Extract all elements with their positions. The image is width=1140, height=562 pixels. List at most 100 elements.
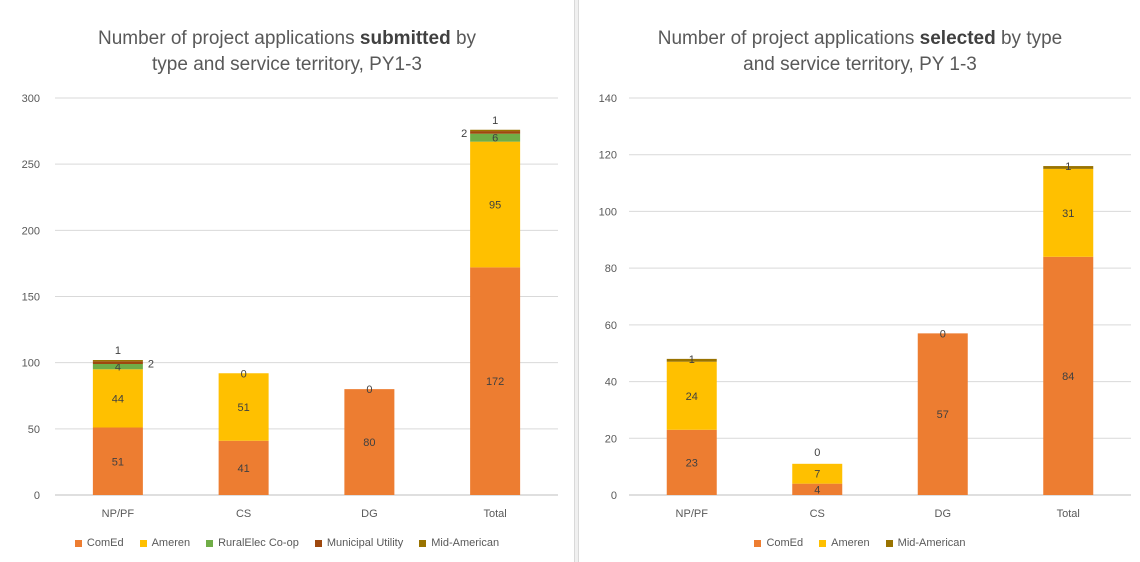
- data-label-mid-american: 0: [814, 447, 820, 459]
- data-label-mid-american: 0: [366, 384, 372, 396]
- bar-segment-ameren: [1043, 168, 1094, 257]
- y-tick-label: 120: [599, 150, 617, 162]
- legend-label: ComEd: [86, 537, 124, 549]
- data-label-mid-american: 0: [241, 368, 247, 380]
- y-tick-label: 150: [22, 292, 40, 304]
- bar-segment-mid-american: [470, 129, 521, 132]
- bar-segment-ruralelec-co-op: [470, 133, 521, 142]
- y-tick-label: 0: [611, 490, 617, 502]
- data-label-ameren: 44: [112, 393, 124, 405]
- legend-swatch: [206, 539, 214, 547]
- x-tick-label: NP/PF: [676, 508, 709, 520]
- legend-item-mid-american: Mid-American: [885, 537, 966, 549]
- legend-label: RuralElec Co-op: [218, 537, 299, 549]
- data-label-ameren: 95: [489, 200, 501, 212]
- y-tick-label: 200: [22, 225, 40, 237]
- y-tick-label: 0: [34, 490, 40, 502]
- chart-title: Number of project applications selected …: [579, 26, 1140, 78]
- data-label-mid-american: 1: [689, 354, 695, 366]
- x-tick-label: DG: [361, 508, 378, 520]
- data-label-comed: 23: [686, 457, 698, 469]
- legend-item-mid-american: Mid-American: [419, 537, 499, 549]
- bar-segment-comed: [1043, 256, 1094, 495]
- data-label-ameren: 31: [1062, 208, 1074, 220]
- bar-segment-ameren: [792, 463, 843, 484]
- chart-legend: ComEd Ameren Mid-American: [579, 537, 1140, 549]
- legend-label: Ameren: [151, 537, 191, 549]
- y-tick-label: 50: [28, 424, 40, 436]
- legend-item-municipal-utility: Municipal Utility: [314, 537, 404, 549]
- bar-segment-mid-american: [1043, 166, 1094, 169]
- x-tick-label: DG: [935, 508, 952, 520]
- chart-title-emphasis: selected: [919, 28, 996, 49]
- bar-segment-municipal-utility: [92, 361, 143, 364]
- legend-swatch: [819, 539, 827, 547]
- data-label-comed: 41: [238, 463, 250, 475]
- data-label-municipal-utility: 2: [148, 358, 154, 370]
- y-tick-label: 80: [605, 263, 617, 275]
- legend-label: Ameren: [831, 537, 870, 549]
- y-tick-label: 250: [22, 159, 40, 171]
- data-label-municipal-utility: 2: [461, 128, 467, 140]
- data-label-comed: 51: [112, 456, 124, 468]
- bar-segment-mid-american: [92, 360, 143, 362]
- x-tick-label: CS: [810, 508, 825, 520]
- legend-swatch: [74, 539, 82, 547]
- data-label-comed: 84: [1062, 371, 1074, 383]
- legend-label: Mid-American: [897, 537, 966, 549]
- legend-swatch: [419, 539, 427, 547]
- bar-segment-ameren: [666, 361, 717, 430]
- selected-bar-chart: 0 20 40 60 80 100 120 140 NP/PF 23 24 1 CS 4 7 0 DG 57 0 To…: [599, 93, 1131, 520]
- y-tick-label: 60: [605, 320, 617, 332]
- legend-swatch: [314, 539, 322, 547]
- bar-segment-comed: [666, 429, 717, 495]
- legend-label: Mid-American: [431, 537, 500, 549]
- data-label-mid-american: 1: [115, 345, 121, 357]
- bar-segment-comed: [92, 427, 143, 495]
- data-label-comed: 172: [486, 376, 504, 388]
- data-label-ameren: 7: [814, 469, 820, 481]
- data-label-mid-american: 1: [492, 115, 498, 127]
- data-label-mid-american: 0: [940, 328, 946, 340]
- selected-chart-panel: Number of project applications selected …: [578, 0, 1140, 562]
- data-label-mid-american: 1: [1065, 161, 1071, 173]
- bar-segment-comed: [917, 333, 968, 495]
- legend-item-ameren: Ameren: [139, 537, 191, 549]
- bar-segment-mid-american: [666, 358, 717, 362]
- bar-segment-comed: [344, 389, 395, 495]
- x-tick-label: CS: [236, 508, 251, 520]
- chart-title-emphasis: submitted: [359, 28, 451, 49]
- data-label-comed: 4: [814, 484, 820, 496]
- chart-title-end: by type and service territory, PY 1-3: [743, 28, 1063, 75]
- bar-segment-ameren: [470, 141, 521, 268]
- x-tick-label: NP/PF: [102, 508, 135, 520]
- data-label-comed: 57: [937, 409, 949, 421]
- legend-item-ruralelec-co-op: RuralElec Co-op: [206, 537, 299, 549]
- legend-item-comed: ComEd: [74, 537, 124, 549]
- legend-swatch: [139, 539, 147, 547]
- y-tick-label: 40: [605, 377, 617, 389]
- chart-title: Number of project applications submitted…: [0, 26, 574, 78]
- data-label-ruralelec-co-op: 4: [115, 362, 121, 374]
- y-tick-label: 140: [599, 93, 617, 105]
- chart-legend: ComEd Ameren RuralElec Co-op Municipal Util…: [0, 537, 574, 549]
- data-label-ameren: 51: [238, 402, 250, 414]
- bar-segment-comed: [470, 267, 521, 495]
- x-tick-label: Total: [484, 508, 507, 520]
- bar-segment-ruralelec-co-op: [92, 363, 143, 370]
- y-tick-label: 300: [22, 93, 40, 105]
- y-tick-label: 100: [22, 358, 40, 370]
- chart-title-end: by type and service territory, PY1-3: [152, 28, 477, 75]
- data-label-ameren: 24: [686, 391, 698, 403]
- x-tick-label: Total: [1057, 508, 1080, 520]
- data-label-comed: 80: [363, 437, 375, 449]
- bar-segment-ameren: [218, 373, 269, 441]
- legend-item-ameren: Ameren: [819, 537, 870, 549]
- chart-title-start: Number of project applications: [657, 28, 920, 49]
- legend-label: Municipal Utility: [326, 537, 404, 549]
- chart-title-start: Number of project applications: [97, 28, 360, 49]
- bar-segment-comed: [792, 483, 843, 495]
- y-tick-label: 100: [599, 206, 617, 218]
- legend-swatch: [754, 539, 762, 547]
